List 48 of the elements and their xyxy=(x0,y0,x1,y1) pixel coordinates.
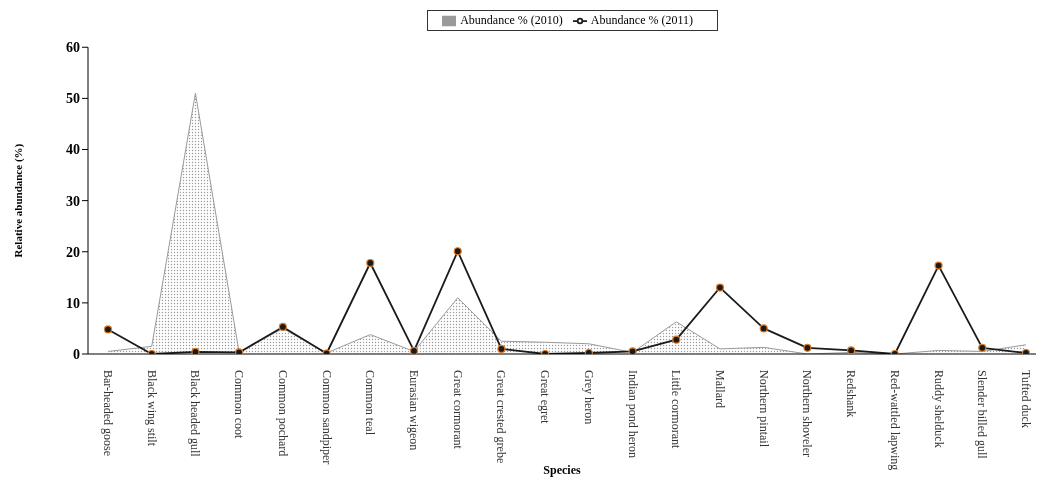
x-tick-label: Little cormorant xyxy=(669,370,684,449)
point xyxy=(191,347,200,354)
legend-label: Abundance % (2011) xyxy=(590,13,693,27)
y-tick-label: 10 xyxy=(66,295,80,311)
point xyxy=(278,322,287,331)
y-tick-label: 40 xyxy=(66,142,80,158)
x-tick-label: Common pochard xyxy=(275,370,290,457)
y-tick-label: 0 xyxy=(73,346,80,362)
x-tick-label: Grey heron xyxy=(581,370,596,425)
x-tick-label: Redshank xyxy=(844,370,859,418)
x-tick-label: Black wing stilt xyxy=(144,370,159,447)
x-tick-label: Eurasian wigeon xyxy=(407,370,421,451)
x-tick-label: Great egret xyxy=(538,370,553,425)
point xyxy=(934,261,943,270)
x-tick-label: Tufted duck xyxy=(1019,370,1033,428)
x-tick-label: Mallard xyxy=(713,370,727,408)
point xyxy=(628,347,637,354)
point xyxy=(978,343,987,352)
y-axis-title: Relative abundance (%) xyxy=(11,143,25,258)
x-tick-label: Black headed gull xyxy=(188,370,203,458)
x-tick-label: Slender billed gull xyxy=(975,370,990,460)
point xyxy=(847,346,856,354)
point xyxy=(715,283,725,292)
x-tick-label: Bar-headed goose xyxy=(101,370,115,457)
x-tick-label: Great cormorant xyxy=(450,370,465,450)
legend-label: Abundance % (2010) xyxy=(460,13,563,27)
x-tick-label: Northern pintail xyxy=(756,370,771,448)
point xyxy=(497,344,506,353)
x-tick-label: Common coot xyxy=(232,370,247,439)
x-tick-label: Ruddy shelduck xyxy=(931,370,946,448)
x-tick-label: Indian pond heron xyxy=(625,370,640,458)
point xyxy=(366,258,375,268)
point xyxy=(759,324,768,333)
point xyxy=(103,325,113,334)
x-tick-label: Northern shoveler xyxy=(800,370,815,457)
point xyxy=(803,343,812,352)
x-tick-label: Common sandpiper xyxy=(319,370,334,465)
y-tick-label: 50 xyxy=(66,91,80,107)
x-tick-label: Red-wattled lapwing xyxy=(887,370,902,471)
y-tick-label: 20 xyxy=(66,244,80,260)
x-tick-label: Common teal xyxy=(363,370,378,436)
x-axis-title: Species xyxy=(543,463,581,477)
y-tick-label: 30 xyxy=(66,193,80,209)
x-tick-label: Great crested grebe xyxy=(494,370,509,464)
point xyxy=(453,247,462,256)
point xyxy=(672,335,681,344)
point xyxy=(409,346,419,354)
y-tick-label: 60 xyxy=(66,40,80,56)
